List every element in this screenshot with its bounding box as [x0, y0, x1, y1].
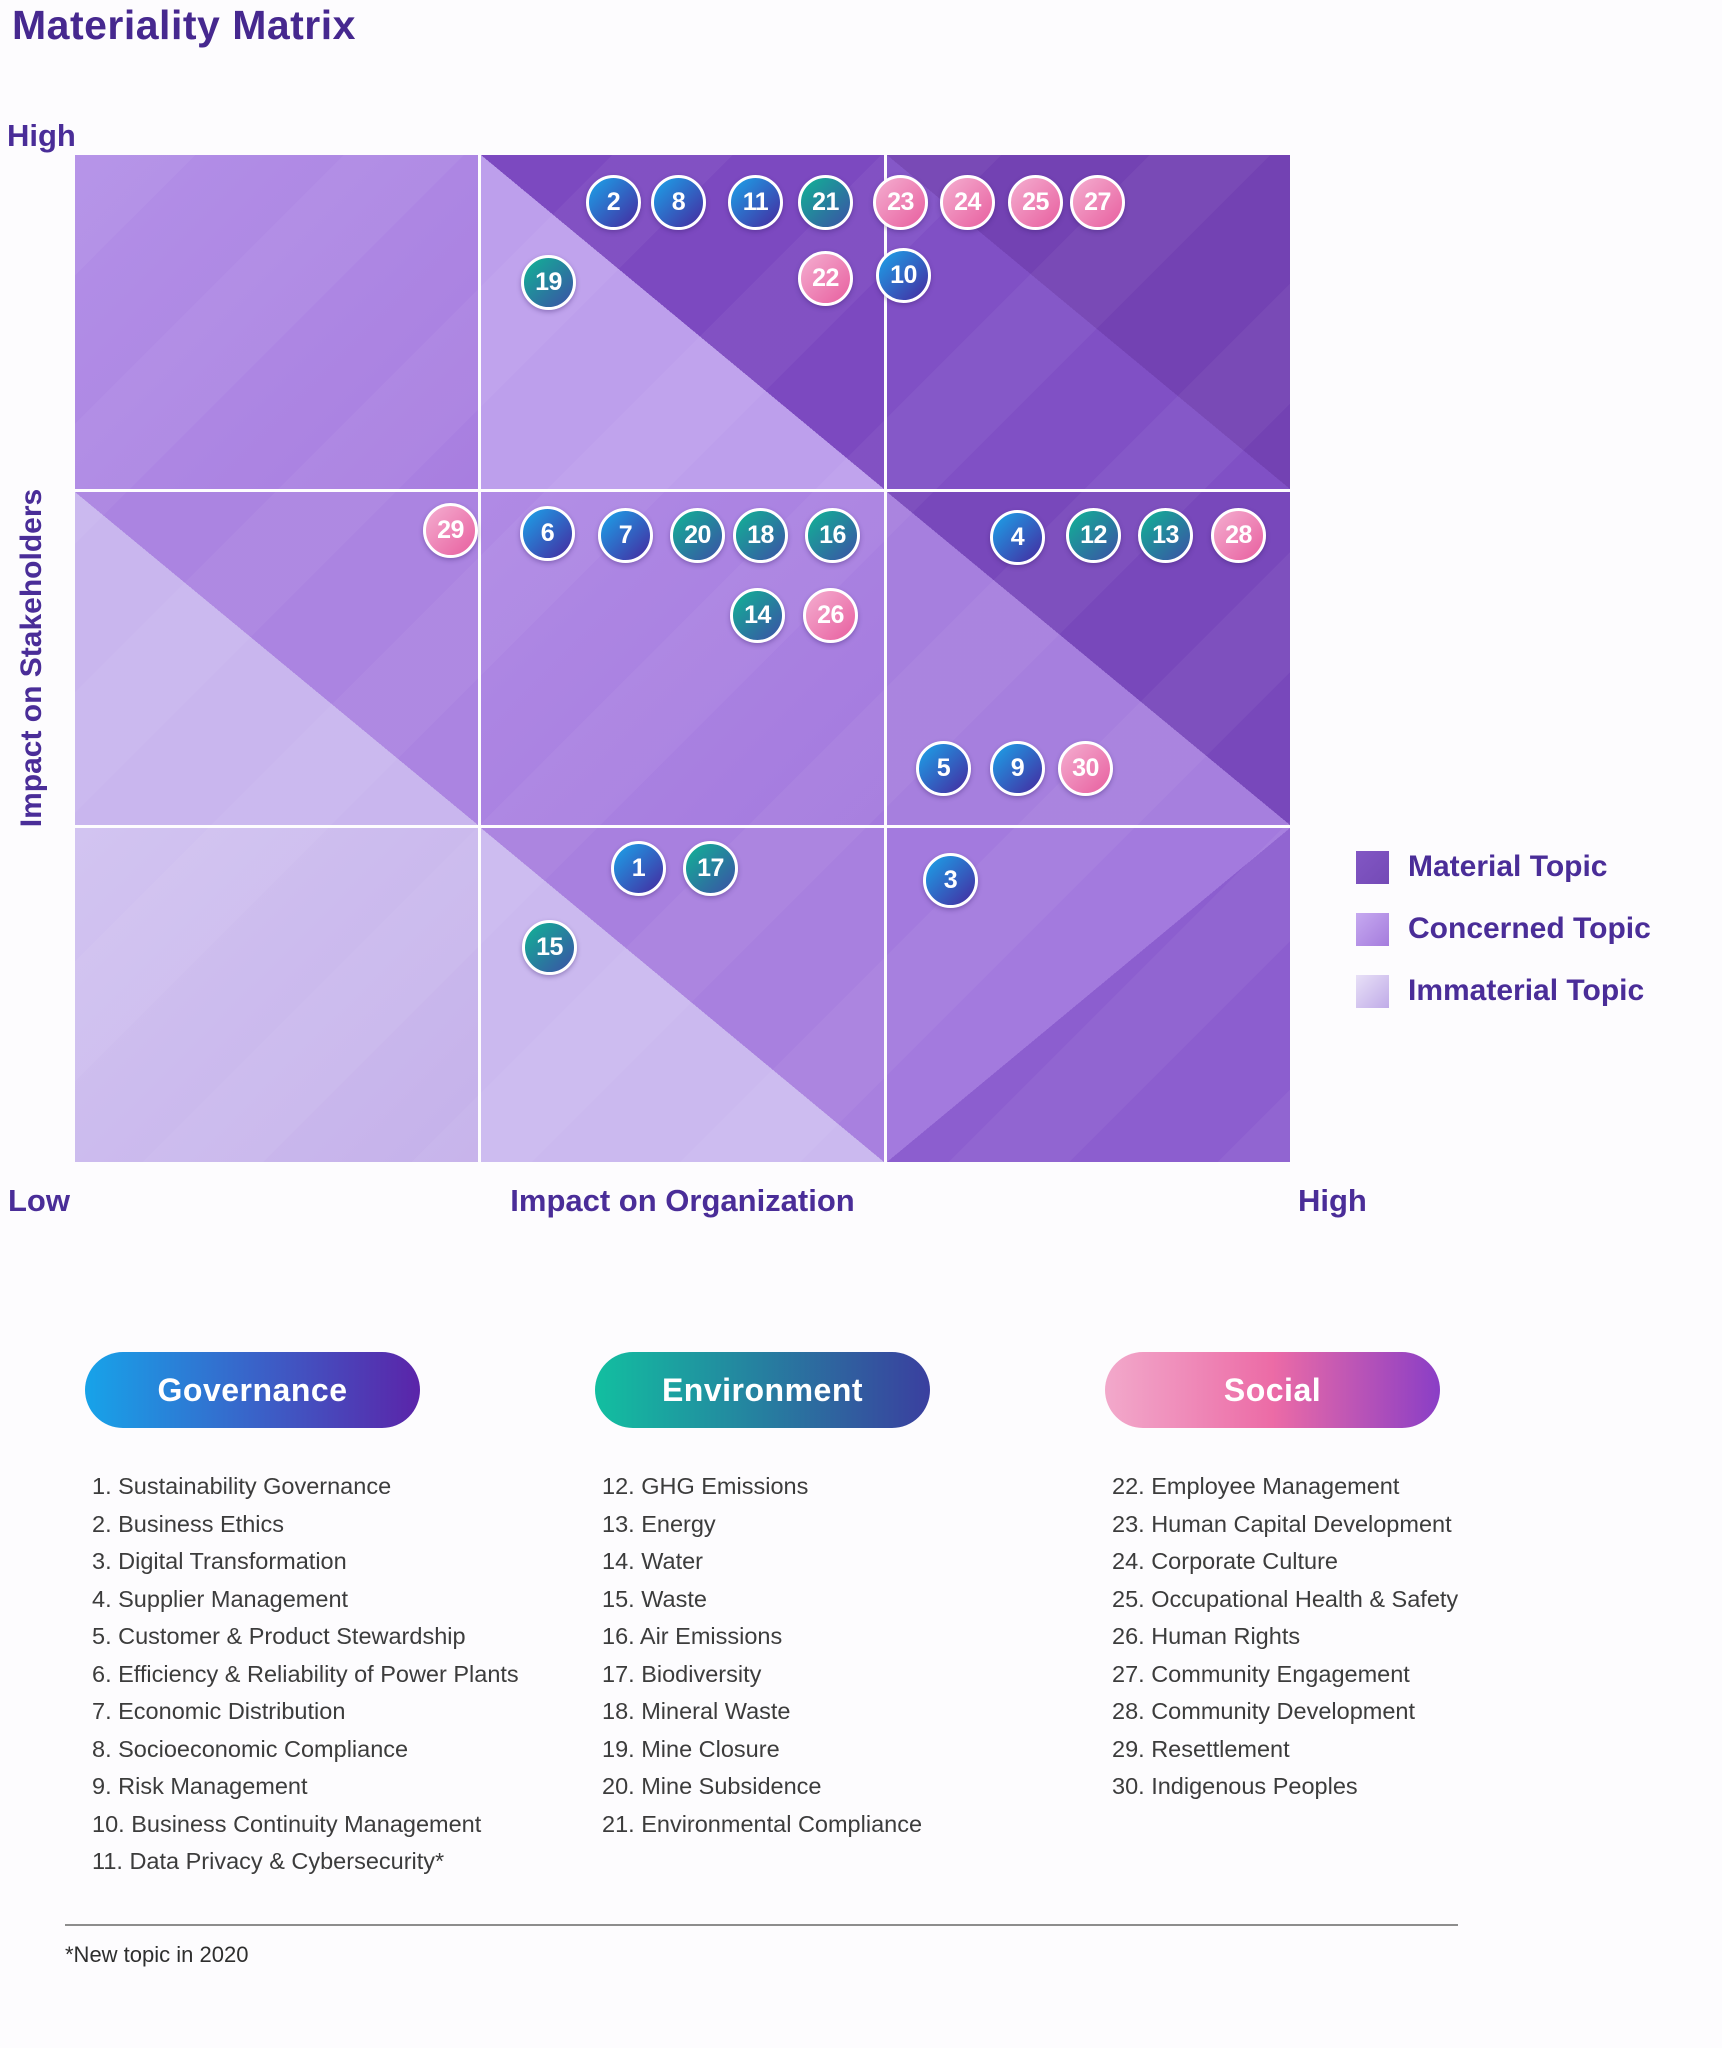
topic-list-item: 4. Supplier Management	[92, 1585, 349, 1612]
topic-list-item: 6. Efficiency & Reliability of Power Pla…	[92, 1660, 519, 1687]
topic-bubble-21: 21	[798, 175, 853, 230]
x-axis-high-label: High	[1298, 1183, 1367, 1218]
social-topic-list: 22. Employee Management 23. Human Capital…	[1105, 1468, 1625, 1806]
topic-list-item: 23. Human Capital Development	[1112, 1510, 1452, 1537]
topic-list-item: 5. Customer & Product Stewardship	[92, 1623, 466, 1649]
topic-bubble-23: 23	[873, 175, 928, 230]
topic-bubble-24: 24	[940, 175, 995, 230]
y-axis-high-label: High	[7, 118, 76, 153]
governance-pill: Governance	[85, 1352, 420, 1428]
topic-list-item: 10. Business Continuity Management	[92, 1810, 482, 1837]
governance-topic-list: 1. Sustainability Governance 2. Business …	[85, 1468, 605, 1881]
topic-bubble-20: 20	[670, 508, 725, 563]
topic-bubble-14: 14	[730, 588, 785, 643]
concerned-topic-swatch	[1356, 912, 1389, 946]
environment-pill: Environment	[595, 1352, 930, 1428]
topic-bubble-9: 9	[990, 741, 1045, 796]
legend-item-immaterial: Immaterial Topic	[1356, 974, 1651, 1008]
social-pill: Social	[1105, 1352, 1440, 1428]
legend: Material Topic Concerned Topic Immateria…	[1356, 850, 1651, 1036]
topic-bubble-12: 12	[1066, 508, 1121, 563]
topic-bubble-17: 17	[683, 841, 738, 896]
topic-list-item: 15. Waste	[602, 1585, 707, 1612]
topic-bubble-30: 30	[1058, 741, 1113, 796]
footnote-divider	[65, 1924, 1458, 1926]
topic-bubble-28: 28	[1211, 508, 1266, 563]
topic-bubble-29: 29	[423, 503, 478, 558]
topic-list-item: 29. Resettlement	[1112, 1735, 1290, 1762]
matrix-cell-r1c1	[75, 155, 478, 489]
topic-list-item: 2. Business Ethics	[92, 1510, 285, 1537]
topic-bubble-2: 2	[586, 175, 641, 230]
topic-list-item: 27. Community Engagement	[1112, 1660, 1410, 1687]
topic-list-item: 12. GHG Emissions	[602, 1473, 809, 1499]
topic-list-item: 11. Data Privacy & Cybersecurity*	[92, 1848, 445, 1874]
topic-bubble-5: 5	[916, 741, 971, 796]
topic-list-item: 1. Sustainability Governance	[92, 1473, 392, 1499]
topic-list-item: 28. Community Development	[1112, 1698, 1416, 1724]
environment-topic-list: 12. GHG Emissions 13. Energy 14. Water 15. …	[595, 1468, 1115, 1843]
topic-list-item: 17. Biodiversity	[602, 1660, 762, 1687]
topic-list-item: 26. Human Rights	[1112, 1623, 1301, 1649]
matrix-cell-r2c1	[75, 491, 478, 826]
topic-list-item: 25. Occupational Health & Safety	[1112, 1585, 1459, 1612]
topic-list-item: 13. Energy	[602, 1510, 716, 1537]
matrix-cell-r3c2	[481, 828, 884, 1162]
matrix-plot: 1 2 3 4 5 6 7 8 9 10 11 12 13 14 15 16 17 18 19 20 21 22 23 24 2…	[75, 155, 1290, 1162]
environment-column: Environment 12. GHG Emissions 13. Energy 1…	[595, 1352, 1115, 1843]
legend-label: Immaterial Topic	[1408, 974, 1645, 1007]
legend-label: Material Topic	[1408, 850, 1608, 883]
legend-label: Concerned Topic	[1408, 912, 1651, 945]
topic-list-item: 14. Water	[602, 1548, 703, 1574]
topic-list-item: 9. Risk Management	[92, 1773, 308, 1799]
topic-list-item: 24. Corporate Culture	[1112, 1548, 1338, 1574]
topic-bubble-1: 1	[611, 841, 666, 896]
topic-bubble-7: 7	[598, 508, 653, 563]
topic-list-item: 16. Air Emissions	[602, 1623, 783, 1649]
topic-bubble-10: 10	[876, 248, 931, 303]
topic-bubble-19: 19	[521, 255, 576, 310]
immaterial-topic-swatch	[1356, 974, 1389, 1008]
topic-list-item: 18. Mineral Waste	[602, 1698, 791, 1724]
topic-list-item: 20. Mine Subsidence	[602, 1773, 822, 1799]
topic-list-item: 7. Economic Distribution	[92, 1698, 346, 1724]
topic-bubble-6: 6	[520, 506, 575, 561]
topic-bubble-4: 4	[990, 510, 1045, 565]
page-title: Materiality Matrix	[12, 2, 356, 48]
social-column: Social 22. Employee Management 23. Human …	[1105, 1352, 1625, 1806]
topic-bubble-8: 8	[651, 175, 706, 230]
topic-bubble-16: 16	[805, 508, 860, 563]
x-axis-low-label: Low	[8, 1183, 70, 1218]
matrix-cell-r3c1	[75, 828, 478, 1162]
topic-bubble-11: 11	[728, 175, 783, 230]
legend-item-material: Material Topic	[1356, 850, 1651, 884]
topic-bubble-15: 15	[522, 920, 577, 975]
topic-bubble-26: 26	[803, 588, 858, 643]
topic-list-item: 30. Indigenous Peoples	[1112, 1773, 1358, 1799]
topic-bubble-13: 13	[1138, 508, 1193, 563]
topic-list-item: 3. Digital Transformation	[92, 1548, 347, 1574]
material-topic-swatch	[1356, 850, 1389, 884]
topic-bubble-18: 18	[733, 508, 788, 563]
topic-list-item: 22. Employee Management	[1112, 1473, 1400, 1499]
topic-bubble-27: 27	[1070, 175, 1125, 230]
legend-item-concerned: Concerned Topic	[1356, 912, 1651, 946]
footnote: *New topic in 2020	[65, 1942, 249, 1967]
topic-list-item: 21. Environmental Compliance	[602, 1810, 923, 1837]
topic-bubble-25: 25	[1008, 175, 1063, 230]
x-axis-title: Impact on Organization	[510, 1183, 855, 1218]
topic-list-item: 8. Socioeconomic Compliance	[92, 1735, 409, 1762]
governance-column: Governance 1. Sustainability Governance 2…	[85, 1352, 605, 1881]
topic-bubble-3: 3	[923, 853, 978, 908]
topic-list-item: 19. Mine Closure	[602, 1735, 780, 1762]
bubble-layer: 1 2 3 4 5 6 7 8 9 10 11 12 13 14 15 16 17 18 19 20 21 22 23 24 2…	[75, 155, 1290, 1162]
y-axis-title: Impact on Stakeholders	[15, 488, 48, 828]
topic-bubble-22: 22	[798, 251, 853, 306]
